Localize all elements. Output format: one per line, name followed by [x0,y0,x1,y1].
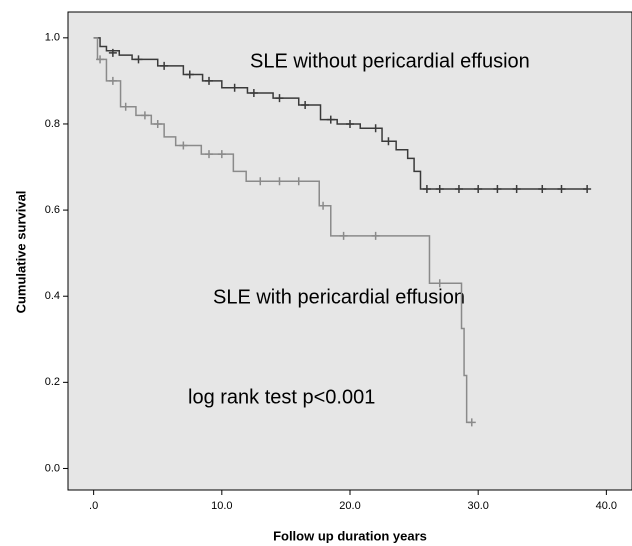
x-tick-label: 30.0 [467,500,488,512]
annotation: SLE with pericardial effusion [213,286,465,308]
censor-mark [371,231,380,240]
censor-mark [108,48,117,57]
censor-mark [205,76,213,85]
censor-mark [275,177,284,186]
censor-mark [435,184,444,193]
censor-mark [371,124,380,133]
survival-curve [93,37,472,424]
x-tick-label: .0 [89,500,98,512]
x-tick-label: 10.0 [211,500,232,512]
censor-mark [583,184,592,193]
censor-mark [538,184,547,193]
censor-mark [256,177,265,186]
annotation: log rank test p<0.001 [188,386,375,408]
survival-curve [93,37,588,190]
censor-mark [230,83,239,92]
censor-mark [108,76,117,85]
censor-mark [512,184,521,193]
y-tick-label: 0.8 [45,118,60,130]
y-tick-label: 0.6 [45,204,60,216]
censor-mark [467,418,476,427]
y-tick-label: 0.4 [45,290,60,302]
censor-mark [493,184,502,193]
censor-mark [205,150,213,159]
y-tick-label: 1.0 [45,32,60,44]
censor-mark [422,184,431,193]
censor-mark [185,70,194,79]
censor-mark [249,88,258,97]
censor-mark [474,184,483,193]
censor-mark [134,55,143,64]
censor-mark [557,184,566,193]
censor-mark [217,150,226,159]
censor-mark [326,115,335,124]
censor-mark [346,119,354,128]
y-axis-label: Cumulative survival [13,191,28,314]
censor-mark [179,141,188,150]
plot-area [67,11,632,491]
censor-mark [121,102,130,111]
y-tick-label: 0.2 [45,376,60,388]
x-axis-label: Follow up duration years [273,528,427,543]
censor-mark [435,279,444,288]
censor-mark [275,94,284,103]
y-tick-label: 0.0 [45,462,60,474]
censor-mark [301,101,310,110]
censor-mark [294,177,303,186]
censor-mark [140,111,149,120]
x-tick-label: 40.0 [596,500,617,512]
censor-mark [384,137,393,146]
censor-mark [319,201,328,210]
censor-mark [160,61,169,70]
censor-mark [96,55,105,64]
censor-mark [454,184,463,193]
censor-mark [153,119,162,128]
censor-mark [339,231,348,240]
annotation: SLE without pericardial effusion [250,50,530,72]
x-tick-label: 20.0 [339,500,360,512]
